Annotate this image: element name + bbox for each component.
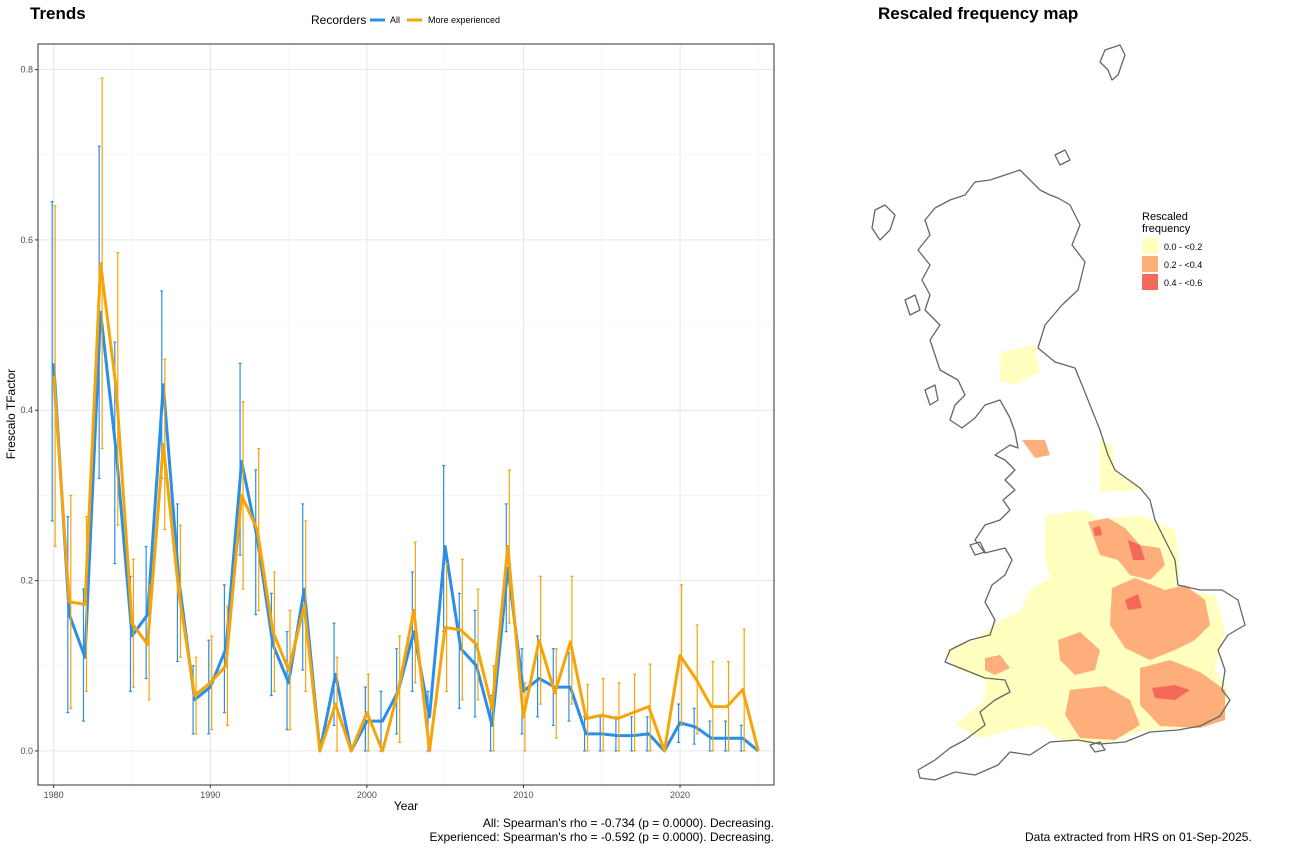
y-tick-label: 0.0 — [20, 746, 33, 756]
data-credit: Data extracted from HRS on 01-Sep-2025. — [1025, 830, 1252, 844]
fill-mid-wales — [985, 655, 1010, 675]
x-tick-label: 1980 — [44, 790, 64, 800]
rescaled-frequency-legend: Rescaled frequency 0.0 - <0.2 0.2 - <0.4… — [1142, 211, 1202, 290]
map-legend-label-high: 0.4 - <0.6 — [1164, 278, 1202, 288]
spearman-stat-all: All: Spearman's rho = -0.734 (p = 0.0000… — [482, 816, 774, 830]
frequency-fill — [945, 345, 1228, 745]
recorders-legend: Recorders All More experienced — [311, 13, 500, 27]
y-tick-label: 0.4 — [20, 405, 33, 415]
x-axis-title: Year — [394, 799, 418, 813]
legend-label-more-experienced: More experienced — [428, 15, 500, 25]
coastline-mainland — [917, 169, 1246, 781]
line-all — [52, 310, 760, 753]
x-tick-label: 2010 — [513, 790, 533, 800]
fill-high-midlands — [1128, 540, 1145, 560]
line-more-experienced — [52, 262, 760, 753]
y-axis-title: Frescalo TFactor — [4, 369, 18, 459]
legend-title: Recorders — [311, 13, 366, 27]
x-tick-label: 2000 — [357, 790, 377, 800]
fill-mid-cumbria — [1022, 440, 1050, 458]
y-tick-label: 0.8 — [20, 65, 33, 75]
legend-label-all: All — [390, 15, 400, 25]
map-legend-swatch-low — [1142, 238, 1158, 254]
fill-high-north — [1093, 526, 1102, 536]
uk-map: Rescaled frequency 0.0 - <0.2 0.2 - <0.4… — [871, 44, 1246, 781]
fill-mid-midlands — [1088, 518, 1165, 580]
fill-low-north — [1000, 345, 1040, 385]
map-legend-title-line-2: frequency — [1142, 223, 1191, 235]
coastline-shetland — [1099, 44, 1126, 81]
map-legend-label-mid: 0.2 - <0.4 — [1164, 260, 1202, 270]
map-legend-swatch-high — [1142, 274, 1158, 290]
map-legend-swatch-mid — [1142, 256, 1158, 272]
fill-high-east — [1125, 594, 1142, 610]
series-more-experienced — [52, 77, 760, 753]
trends-title: Trends — [30, 4, 86, 23]
coastline-wight — [1089, 741, 1106, 753]
y-tick-label: 0.2 — [20, 576, 33, 586]
coastline-anglesey — [969, 541, 986, 556]
coastline-orkney — [1054, 149, 1071, 166]
plot-panel-border — [37, 43, 775, 786]
fill-mid-south-coast — [1065, 686, 1140, 740]
coastline — [871, 44, 1246, 781]
y-tick-label: 0.6 — [20, 235, 33, 245]
map-legend-title-line-1: Rescaled — [1142, 211, 1188, 223]
map-title: Rescaled frequency map — [878, 4, 1079, 23]
coastline-lewis — [871, 204, 896, 241]
map-legend-label-low: 0.0 - <0.2 — [1164, 242, 1202, 252]
spearman-stat-experienced: Experienced: Spearman's rho = -0.592 (p … — [429, 830, 775, 844]
x-tick-label: 1990 — [200, 790, 220, 800]
fill-low-northeast — [1100, 440, 1145, 492]
x-tick-label: 2020 — [670, 790, 690, 800]
fill-high-southeast — [1152, 685, 1190, 700]
coastline-islay — [924, 384, 939, 406]
coastline-skye — [904, 294, 921, 316]
fill-mid-central — [1058, 632, 1100, 675]
